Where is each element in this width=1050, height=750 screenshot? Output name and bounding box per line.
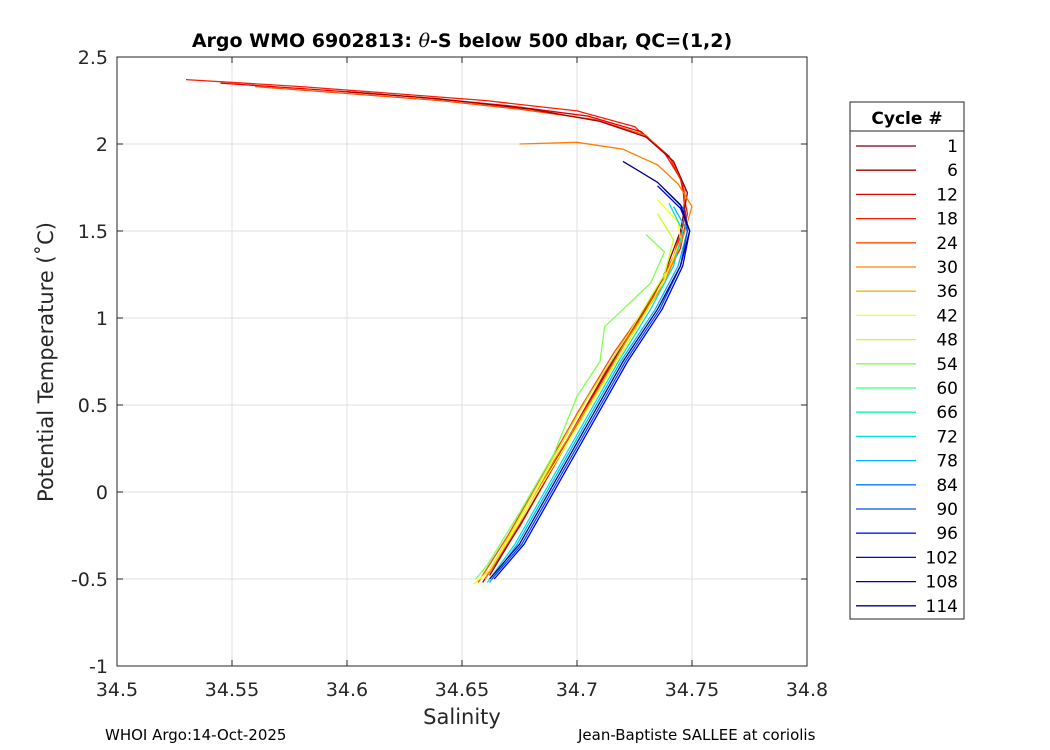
legend-label: 90 bbox=[936, 500, 958, 520]
axis-ticks: 34.5 34.55 34.6 34.65 34.7 34.75 34.8 2.5 2 1.5 1 0… bbox=[71, 47, 828, 701]
legend-label: 24 bbox=[936, 234, 958, 254]
x-tick-label: 34.6 bbox=[326, 679, 368, 701]
footer-right: Jean-Baptiste SALLEE at coriolis bbox=[578, 726, 816, 744]
legend-entries: 1 6 12 18 24 30 36 42 48 54 60 66 72 78 84 90 96 102 108 11… bbox=[856, 137, 958, 617]
series-line bbox=[475, 234, 666, 580]
series-line bbox=[486, 202, 684, 583]
x-tick-label: 34.7 bbox=[556, 679, 598, 701]
x-tick-label: 34.65 bbox=[435, 679, 489, 701]
y-tick-label: 2.5 bbox=[78, 47, 108, 69]
legend-label: 30 bbox=[936, 258, 958, 278]
legend-title: Cycle # bbox=[871, 109, 942, 129]
x-tick-label: 34.8 bbox=[786, 679, 828, 701]
legend-label: 66 bbox=[936, 403, 958, 423]
legend-label: 6 bbox=[947, 161, 958, 181]
legend-label: 42 bbox=[936, 306, 958, 326]
legend-label: 84 bbox=[936, 476, 958, 496]
series-line bbox=[473, 199, 682, 585]
legend: Cycle # 1 6 12 18 24 30 36 42 48 54 60 66 72 78 84 90 96… bbox=[849, 101, 965, 620]
series-line bbox=[484, 141, 693, 580]
y-tick-label: 2 bbox=[96, 134, 108, 156]
y-tick-label: -1 bbox=[89, 656, 108, 678]
chart-title-theta: θ bbox=[419, 30, 431, 52]
legend-label: 96 bbox=[936, 524, 958, 544]
series-line bbox=[489, 213, 675, 571]
legend-label: 18 bbox=[936, 210, 958, 230]
y-tick-label: 1 bbox=[96, 308, 108, 330]
x-tick-label: 34.5 bbox=[96, 679, 138, 701]
legend-label: 102 bbox=[926, 548, 958, 568]
footer-left: WHOI Argo:14-Oct-2025 bbox=[105, 726, 287, 744]
x-axis-label: Salinity bbox=[423, 705, 501, 729]
series-line bbox=[489, 160, 691, 580]
series-line bbox=[489, 206, 689, 583]
chart-title-suffix: -S below 500 dbar, QC=(1,2) bbox=[430, 30, 732, 52]
x-tick-label: 34.75 bbox=[665, 679, 719, 701]
y-tick-label: 1.5 bbox=[78, 221, 108, 243]
legend-label: 72 bbox=[936, 427, 958, 447]
y-tick-label: 0 bbox=[96, 482, 108, 504]
legend-label: 108 bbox=[926, 573, 958, 593]
legend-label: 60 bbox=[936, 379, 958, 399]
series-layer bbox=[185, 78, 693, 585]
x-tick-label: 34.55 bbox=[205, 679, 259, 701]
legend-label: 114 bbox=[926, 597, 958, 617]
legend-label: 54 bbox=[936, 355, 958, 375]
y-tick-label: -0.5 bbox=[71, 569, 108, 591]
grid bbox=[117, 57, 807, 666]
chart-title: Argo WMO 6902813: θ-S below 500 dbar, QC… bbox=[192, 30, 732, 52]
series-line bbox=[254, 85, 686, 583]
y-tick-label: 0.5 bbox=[78, 395, 108, 417]
legend-label: 1 bbox=[947, 137, 958, 157]
legend-label: 48 bbox=[936, 331, 958, 351]
y-axis-label: Potential Temperature (˚C) bbox=[34, 222, 58, 502]
chart-title-prefix: Argo WMO 6902813: bbox=[192, 30, 419, 52]
legend-label: 36 bbox=[936, 282, 958, 302]
legend-label: 12 bbox=[936, 185, 958, 205]
legend-label: 78 bbox=[936, 452, 958, 472]
